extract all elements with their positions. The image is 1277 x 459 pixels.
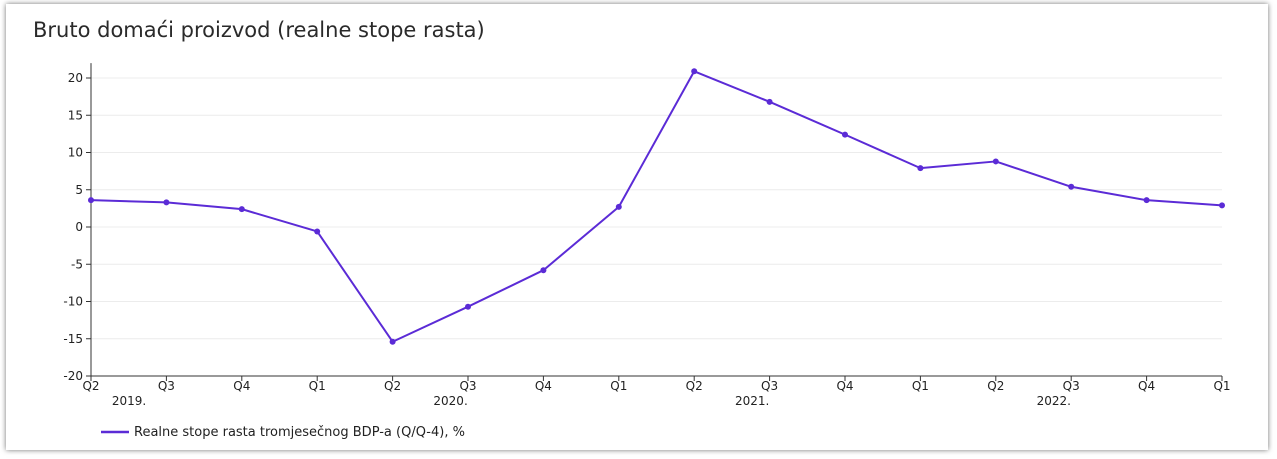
data-point[interactable] — [88, 197, 94, 204]
x-tick-label: Q4 — [233, 379, 250, 393]
data-point[interactable] — [465, 303, 471, 310]
x-tick-label: Q3 — [459, 379, 476, 393]
data-point[interactable] — [1219, 202, 1225, 209]
data-point[interactable] — [314, 228, 321, 235]
x-tick-label: Q3 — [1063, 379, 1080, 393]
x-tick-label: Q2 — [384, 379, 401, 393]
data-point[interactable] — [238, 206, 245, 213]
x-tick-label: Q1 — [610, 379, 627, 393]
data-point[interactable] — [615, 203, 622, 210]
data-point[interactable] — [691, 68, 698, 75]
chart-title: Bruto domaći proizvod (realne stope rast… — [33, 18, 485, 42]
y-tick-label: -10 — [63, 295, 83, 309]
x-year-label: 2019. — [112, 394, 146, 408]
y-axis: 20 15 10 5 0 -5 -10 -15 -20 — [63, 63, 92, 383]
x-tick-label: Q1 — [309, 379, 326, 393]
data-point[interactable] — [1068, 183, 1075, 190]
x-year-label: 2022. — [1037, 394, 1071, 408]
y-tick-label: -20 — [63, 369, 83, 383]
x-tick-label: Q3 — [761, 379, 778, 393]
x-tick-label: Q4 — [836, 379, 853, 393]
y-tick-label: -15 — [63, 332, 83, 346]
x-tick-label: Q3 — [158, 379, 175, 393]
data-point[interactable] — [917, 165, 924, 172]
x-tick-label: Q2 — [987, 379, 1004, 393]
x-year-label: 2020. — [433, 394, 467, 408]
data-point[interactable] — [540, 267, 547, 274]
y-tick-label: -5 — [71, 257, 83, 271]
data-point[interactable] — [389, 338, 396, 345]
x-tick-label: Q4 — [1138, 379, 1155, 393]
x-tick-label: Q4 — [535, 379, 552, 393]
data-point[interactable] — [766, 98, 773, 105]
series-line — [90, 70, 1223, 343]
x-year-label: 2021. — [735, 394, 769, 408]
x-axis: Q2 Q3 Q4 Q1 Q2 Q3 Q4 Q1 Q2 Q3 Q4 Q1 Q2 Q3 Q4 Q1 2019. 202… — [82, 375, 1231, 408]
legend-label[interactable]: Realne stope rasta tromjesečnog BDP-a (Q… — [134, 425, 465, 440]
y-tick-label: 5 — [75, 183, 83, 197]
series-layer — [88, 68, 1225, 345]
data-point[interactable] — [992, 158, 999, 165]
x-tick-label: Q2 — [686, 379, 703, 393]
legend[interactable]: Realne stope rasta tromjesečnog BDP-a (Q… — [101, 425, 465, 440]
data-point[interactable] — [842, 131, 848, 138]
y-tick-label: 0 — [75, 220, 83, 234]
x-tick-label: Q2 — [82, 379, 99, 393]
y-tick-label: 20 — [68, 71, 83, 85]
x-tick-label: Q1 — [912, 379, 929, 393]
data-point[interactable] — [163, 199, 170, 206]
x-tick-label: Q1 — [1213, 379, 1230, 393]
data-point[interactable] — [1143, 197, 1150, 204]
grid-lines — [91, 77, 1222, 340]
y-tick-label: 15 — [68, 108, 83, 122]
y-tick-label: 10 — [68, 146, 83, 160]
